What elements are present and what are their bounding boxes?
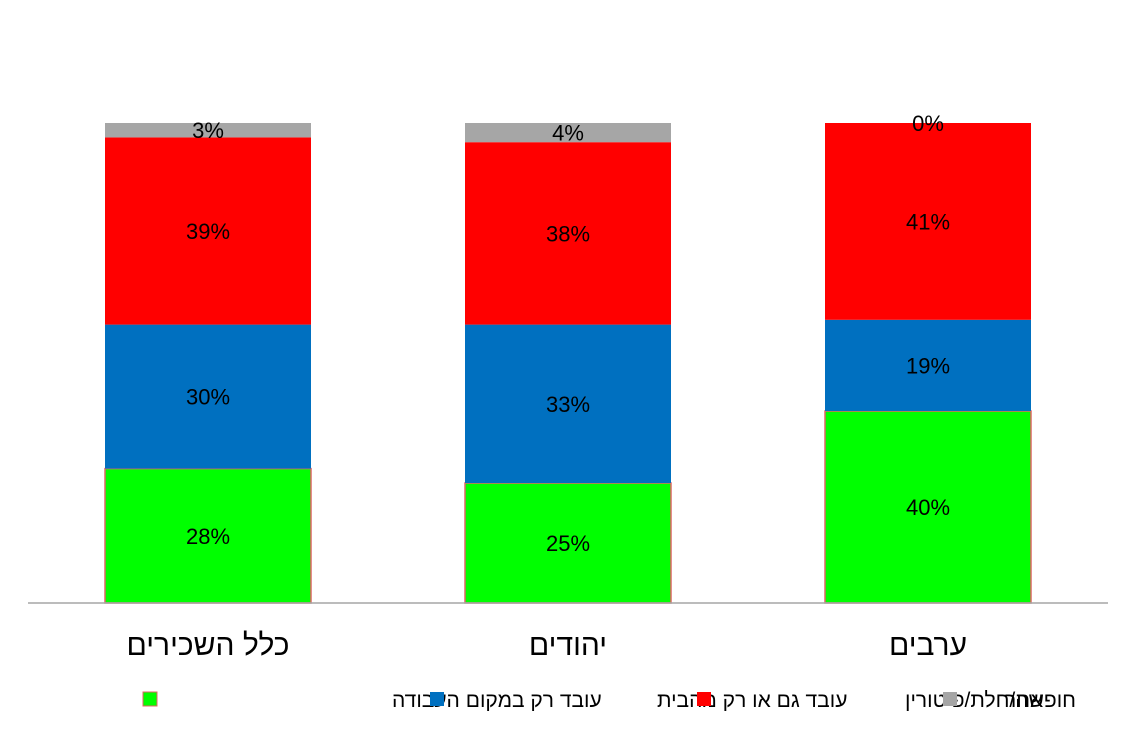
data-label: 0%	[912, 111, 944, 136]
bar-segment	[825, 123, 1031, 320]
data-label: 19%	[906, 353, 950, 378]
legend-label: חופשה/חלת/פיטורין	[905, 689, 1076, 712]
bar-segment	[105, 137, 311, 325]
bar-segment	[104, 467, 312, 604]
data-label: 40%	[906, 495, 950, 520]
data-label: 25%	[546, 531, 590, 556]
bar-segment	[824, 410, 1032, 604]
bar-segment	[105, 324, 311, 469]
legend-label: אחר	[1005, 689, 1043, 712]
legend-swatch	[697, 692, 711, 706]
legend-label: עובד גם או רק מהבית	[657, 689, 847, 712]
legend-swatch	[142, 691, 158, 707]
category-labels-layer: כלל השכירים יהודים ערבים	[127, 629, 968, 662]
legend-swatch	[430, 692, 444, 706]
category-label: יהודים	[529, 629, 607, 662]
bars-layer	[104, 123, 1032, 604]
bar-segment	[465, 123, 671, 143]
legend-swatch	[943, 692, 957, 706]
data-label: 41%	[906, 209, 950, 234]
data-label: 38%	[546, 221, 590, 246]
bar-segment	[465, 324, 671, 483]
data-labels-layer: 28% 30% 39% 3% 25% 33% 38% 4% 40% 19% 41% 0%	[186, 111, 950, 556]
legend: עובד רק במקום העבודה עובד גם או רק מהבית ח…	[142, 689, 1076, 712]
bar-segment	[464, 482, 672, 604]
bar-segment	[465, 142, 671, 325]
bar-segment	[105, 123, 311, 138]
category-label: ערבים	[889, 629, 967, 662]
data-label: 3%	[192, 118, 224, 143]
data-label: 30%	[186, 385, 230, 410]
data-label: 4%	[552, 121, 584, 146]
category-label: כלל השכירים	[127, 629, 290, 662]
data-label: 39%	[186, 219, 230, 244]
data-label: 28%	[186, 524, 230, 549]
data-label: 33%	[546, 392, 590, 417]
bar-segment	[825, 319, 1031, 411]
legend-label: עובד רק במקום העבודה	[392, 689, 602, 712]
